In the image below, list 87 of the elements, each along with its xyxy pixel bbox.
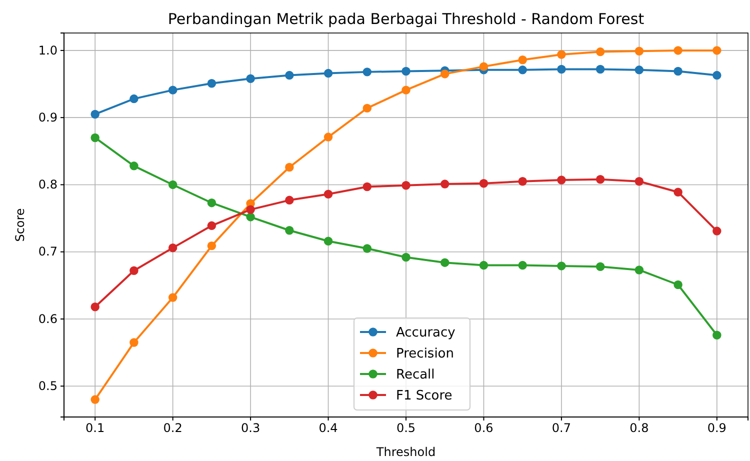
legend-label: Accuracy — [396, 326, 456, 340]
point — [246, 74, 255, 84]
point — [362, 244, 372, 253]
point — [285, 70, 294, 80]
x-tick-label: 0.2 — [163, 421, 182, 436]
point — [324, 132, 333, 142]
legend-label: Precision — [396, 346, 454, 362]
point — [246, 205, 255, 214]
y-tick-label: 0.7 — [38, 244, 58, 259]
point — [130, 338, 138, 347]
point — [518, 55, 527, 64]
point — [246, 212, 255, 222]
point — [402, 66, 410, 76]
point — [634, 266, 644, 274]
point — [557, 50, 566, 59]
point — [712, 330, 722, 340]
point — [712, 226, 722, 236]
y-tick-label: 0.6 — [38, 312, 58, 326]
point — [440, 180, 450, 188]
point — [557, 262, 566, 270]
point — [518, 177, 527, 186]
y-axis-title: Score — [13, 208, 27, 242]
point — [324, 236, 333, 246]
point — [90, 133, 100, 142]
x-tick-label: 0.5 — [396, 421, 416, 436]
point — [362, 68, 372, 76]
point — [402, 252, 410, 262]
y-tick-label: 0.9 — [38, 110, 58, 124]
point — [596, 64, 605, 74]
point — [634, 46, 644, 56]
x-tick-label: 0.4 — [318, 421, 338, 436]
point — [324, 190, 333, 198]
point — [440, 258, 450, 267]
point — [168, 243, 178, 252]
point — [440, 70, 450, 78]
point — [90, 395, 100, 404]
point — [207, 221, 216, 230]
point — [362, 182, 372, 192]
chart-title: Perbandingan Metrik pada Berbagai Threshold - Random Forest — [168, 10, 644, 28]
x-tick-label: 0.8 — [630, 421, 649, 436]
point — [479, 179, 488, 188]
point — [557, 176, 566, 184]
legend-label: Recall — [396, 368, 435, 382]
point — [596, 262, 605, 271]
point — [207, 198, 216, 208]
point — [402, 86, 410, 94]
legend-label: F1 Score — [396, 388, 452, 404]
point — [285, 162, 294, 172]
point — [674, 188, 682, 196]
point — [712, 70, 722, 80]
point — [207, 78, 216, 88]
x-tick-label: 0.6 — [474, 421, 494, 436]
point — [596, 47, 605, 56]
x-tick-label: 0.7 — [552, 421, 571, 436]
y-tick-label: 0.5 — [38, 378, 58, 393]
point — [596, 174, 605, 184]
point — [130, 162, 138, 170]
x-tick-label: 0.3 — [241, 421, 260, 436]
point — [285, 226, 294, 235]
point — [402, 181, 410, 190]
point — [130, 266, 138, 276]
point — [130, 94, 138, 104]
point — [362, 104, 372, 113]
y-tick-label: 0.8 — [38, 178, 58, 192]
point — [674, 66, 682, 76]
point — [634, 177, 644, 186]
x-axis-title: Threshold — [375, 445, 436, 459]
point — [324, 68, 333, 78]
point — [479, 62, 488, 71]
point — [712, 46, 722, 55]
point — [674, 280, 682, 290]
point — [479, 260, 488, 270]
point — [674, 46, 682, 55]
point — [557, 64, 566, 74]
point — [168, 293, 178, 302]
x-tick-label: 0.9 — [707, 421, 726, 436]
point — [90, 110, 100, 119]
point — [168, 86, 178, 94]
point — [285, 196, 294, 205]
y-tick-label: 1.0 — [38, 43, 58, 58]
point — [634, 66, 644, 74]
point — [168, 180, 178, 190]
point — [207, 241, 216, 250]
point — [518, 66, 527, 74]
point — [518, 260, 527, 270]
x-tick-label: 0.1 — [86, 421, 105, 436]
point — [90, 302, 100, 312]
